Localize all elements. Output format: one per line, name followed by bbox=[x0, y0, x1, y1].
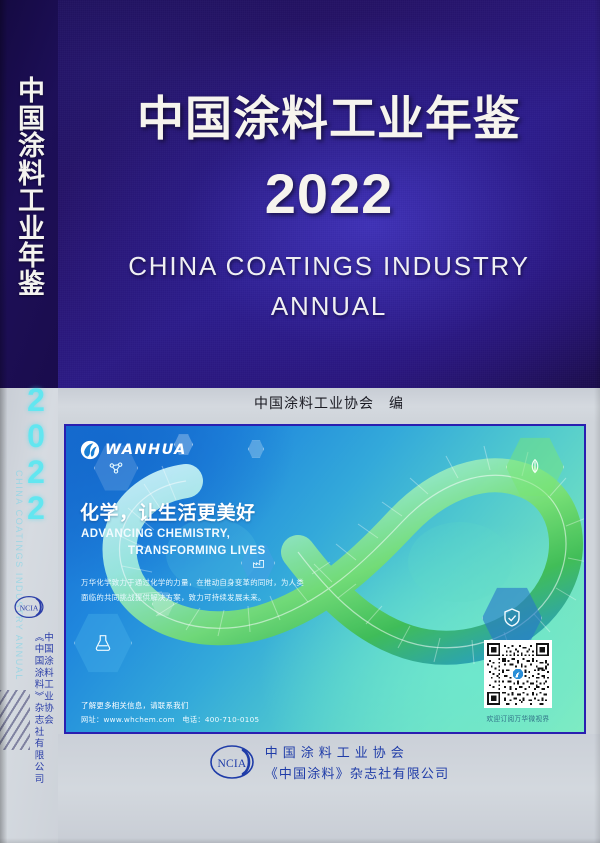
cover-title-cn: 中国涂料工业年鉴 bbox=[137, 92, 521, 147]
spine-publisher-association: 中国涂料工业协会 bbox=[42, 632, 53, 727]
cover-title-en-line1: CHINA COATINGS INDUSTRY bbox=[128, 251, 530, 281]
ad-contact-title: 了解更多相关信息，请联系我们 bbox=[81, 701, 189, 710]
qr-code-image bbox=[487, 643, 549, 705]
hexagon-icon-small-3 bbox=[248, 440, 264, 458]
cover-title-en-line2: ANNUAL bbox=[270, 291, 388, 321]
wanhua-logo: WANHUA bbox=[80, 440, 187, 460]
ad-body-text: 万华化学致力于通过化学的力量，在推动自身变革的同时，为人类面临的共同挑战提供解决… bbox=[81, 578, 305, 602]
ncia-logo-icon: NCIA bbox=[209, 742, 255, 782]
cover-top-panel bbox=[0, 0, 600, 388]
right-edge-shadow bbox=[594, 0, 600, 843]
editor-credit: 中国涂料工业协会 编 bbox=[254, 396, 404, 412]
cover-title-year: 2022 bbox=[264, 162, 394, 225]
svg-text:NCIA: NCIA bbox=[217, 758, 246, 770]
bottom-edge-shadow bbox=[0, 838, 600, 843]
footer-publisher-block: NCIA 中国涂料工业协会 《中国涂料》杂志社有限公司 bbox=[58, 742, 600, 782]
svg-text:NCIA: NCIA bbox=[20, 603, 39, 612]
hexagon-icon-leaf bbox=[506, 437, 564, 497]
advertisement-panel: WANHUA 化学，让生活更美好 ADVANCING CHEMISTRY, TR… bbox=[64, 424, 586, 734]
spine-publisher-block: 中国涂料工业协会 《中国涂料》杂志社有限公司 bbox=[8, 632, 54, 786]
ad-slogan-cn: 化学，让生活更美好 bbox=[80, 502, 256, 524]
spine-year: 2022 bbox=[18, 382, 54, 526]
spine-top-band bbox=[0, 0, 58, 388]
book-spine: 中国涂料工业年鉴 2022 CHINA COATINGS INDUSTRY AN… bbox=[0, 0, 58, 843]
spine-left-shadow bbox=[0, 0, 7, 843]
spine-title-cn: 中国涂料工业年鉴 bbox=[18, 76, 46, 300]
footer-text-lines: 中国涂料工业协会 《中国涂料》杂志社有限公司 bbox=[265, 742, 450, 782]
page-stack-edge bbox=[0, 690, 30, 750]
qr-caption: 欢迎订阅万华微视界 bbox=[486, 715, 550, 723]
footer-panel bbox=[58, 734, 600, 843]
spine-publisher-company: 《中国涂料》杂志社有限公司 bbox=[32, 632, 44, 786]
ad-slogan-en-line1: ADVANCING CHEMISTRY, bbox=[81, 528, 231, 540]
wanhua-wordmark: WANHUA bbox=[105, 442, 187, 458]
editor-strip bbox=[58, 388, 600, 422]
qr-code[interactable] bbox=[484, 640, 552, 708]
footer-line-association: 中国涂料工业协会 bbox=[264, 746, 409, 761]
spine-title-en: CHINA COATINGS INDUSTRY ANNUAL bbox=[14, 470, 24, 682]
spine-ncia-logo-icon: NCIA bbox=[13, 592, 45, 622]
hexagon-icon-small-2 bbox=[174, 434, 193, 455]
ad-contact-line: 网址：www.whchem.com 电话：400-710-0105 bbox=[81, 715, 260, 724]
footer-line-publisher: 《中国涂料》杂志社有限公司 bbox=[264, 767, 450, 782]
ad-slogan-en-line2: TRANSFORMING LIVES bbox=[128, 545, 266, 557]
hexagon-icon-small-1 bbox=[152, 592, 174, 616]
infinity-loop-graphic bbox=[102, 445, 584, 665]
spine-bottom-band bbox=[0, 388, 58, 843]
wanhua-mark-icon bbox=[80, 440, 100, 460]
